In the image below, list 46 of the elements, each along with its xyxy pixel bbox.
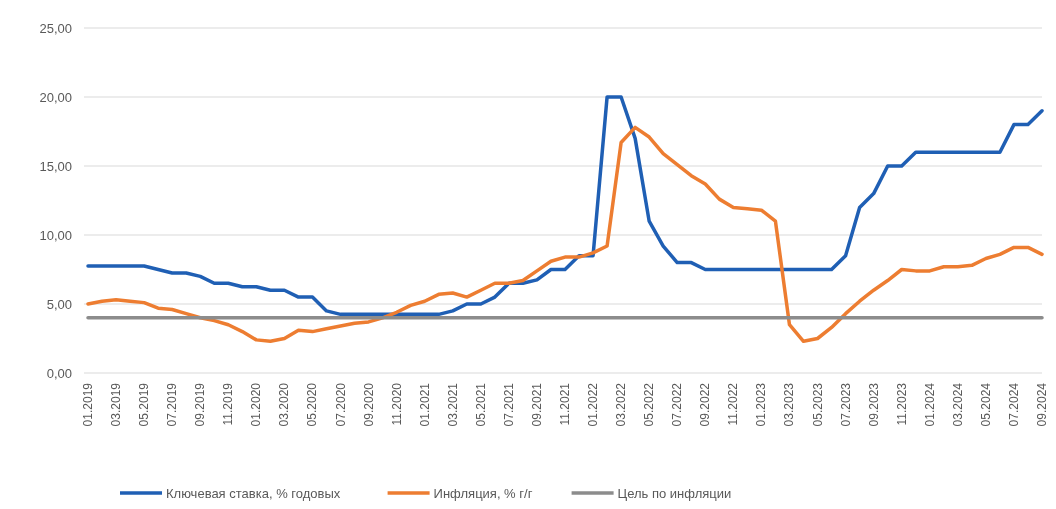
x-tick-label: 09.2023 <box>866 382 881 427</box>
x-tick-label: 01.2019 <box>81 382 95 427</box>
legend-label: Цель по инфляции <box>617 485 732 501</box>
x-tick-label: 03.2019 <box>109 382 124 427</box>
x-tick-label: 07.2024 <box>1006 382 1021 427</box>
x-tick-label: 01.2022 <box>586 382 601 427</box>
x-tick-label: 09.2024 <box>1035 382 1049 427</box>
x-tick-label: 11.2020 <box>389 382 404 426</box>
y-tick-label: 10,00 <box>39 227 72 243</box>
x-tick-label: 07.2023 <box>838 382 853 427</box>
x-tick-label: 11.2021 <box>558 382 572 426</box>
x-tick-label: 09.2020 <box>361 382 376 427</box>
x-tick-label: 05.2020 <box>305 382 320 427</box>
x-tick-label: 07.2021 <box>501 382 516 427</box>
x-tick-label: 05.2023 <box>810 382 825 427</box>
y-tick-label: 0,00 <box>46 365 72 381</box>
line-series <box>86 125 1044 344</box>
line-series <box>86 95 1044 317</box>
legend-label: Инфляция, % г/г <box>433 485 533 501</box>
x-tick-label: 11.2019 <box>221 382 236 426</box>
x-tick-label: 09.2022 <box>698 382 713 427</box>
x-tick-label: 05.2019 <box>137 382 152 427</box>
x-tick-label: 03.2024 <box>950 382 965 427</box>
x-tick-label: 11.2023 <box>894 382 909 426</box>
x-tick-label: 05.2022 <box>642 382 657 427</box>
y-tick-label: 15,00 <box>39 158 72 174</box>
x-tick-label: 07.2019 <box>165 382 180 427</box>
x-tick-label: 03.2021 <box>445 382 460 427</box>
x-tick-label: 11.2022 <box>726 382 741 426</box>
x-tick-label: 05.2024 <box>978 382 993 427</box>
x-tick-label: 01.2023 <box>754 382 769 427</box>
x-tick-label: 01.2024 <box>922 382 937 427</box>
x-tick-label: 01.2021 <box>417 382 432 427</box>
x-tick-label: 07.2020 <box>333 382 348 427</box>
y-tick-label: 25,00 <box>39 20 72 36</box>
x-tick-label: 05.2021 <box>473 382 488 427</box>
x-tick-label: 03.2023 <box>782 382 797 427</box>
x-tick-label: 03.2022 <box>614 382 629 427</box>
x-tick-label: 09.2019 <box>193 382 208 427</box>
y-tick-label: 5,00 <box>46 296 72 312</box>
x-tick-label: 01.2020 <box>249 382 264 427</box>
x-tick-label: 09.2021 <box>529 382 544 427</box>
y-tick-label: 20,00 <box>39 89 72 105</box>
legend-label: Ключевая ставка, % годовых <box>166 485 341 501</box>
x-tick-label: 03.2020 <box>277 382 292 427</box>
x-tick-label: 07.2022 <box>670 382 685 427</box>
